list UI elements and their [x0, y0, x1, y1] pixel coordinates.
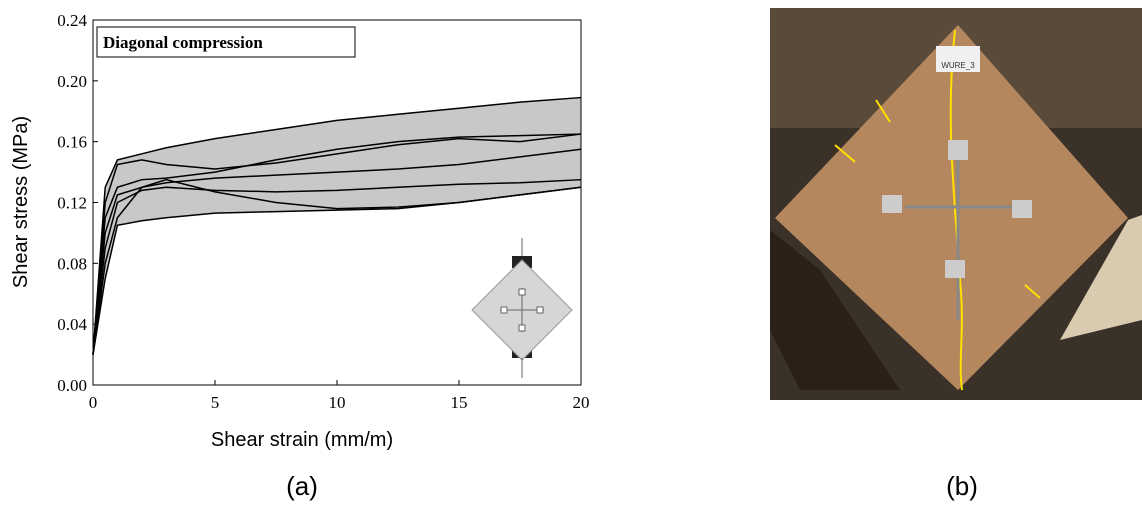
- photo: WURE_3: [770, 8, 1142, 400]
- gauge: [518, 324, 526, 332]
- line: [92, 96, 582, 355]
- x-tick-label: 20: [573, 393, 590, 412]
- chart-title: Diagonal compression: [103, 33, 263, 52]
- frame: [770, 230, 900, 390]
- y-tick-label: 0.04: [57, 315, 87, 334]
- photo-label: WURE_3: [941, 61, 975, 70]
- crack: [834, 99, 1041, 299]
- instrument: [905, 140, 1025, 320]
- y-tick-label: 0.24: [57, 11, 87, 30]
- line: [92, 186, 582, 355]
- x-tick-label: 15: [451, 393, 468, 412]
- x-tick-label: 0: [89, 393, 98, 412]
- envelope: [93, 97, 581, 355]
- caption: (a): [286, 471, 318, 501]
- y-tick-label: 0.20: [57, 72, 87, 91]
- y-tick-label: 0.12: [57, 194, 87, 213]
- line: [92, 148, 582, 355]
- gauge: [518, 288, 526, 296]
- x-axis-label: Shear strain (mm/m): [211, 429, 393, 451]
- x-tick-label: 5: [211, 393, 220, 412]
- y-tick-label: 0.00: [57, 376, 87, 395]
- label-card: [936, 46, 980, 72]
- arrows: [500, 238, 544, 378]
- y-tick-label: 0.16: [57, 133, 87, 152]
- sensor: [945, 260, 965, 278]
- y-axis-label: Shear stress (MPa): [10, 116, 32, 288]
- sensor: [948, 140, 968, 160]
- frame-light: [1060, 215, 1142, 340]
- y-tick-label: 0.08: [57, 254, 87, 273]
- gauge: [536, 306, 544, 314]
- gauge: [500, 306, 508, 314]
- title-box: [96, 26, 356, 58]
- x-tick-label: 10: [329, 393, 346, 412]
- specimen-icon: [471, 238, 573, 378]
- line: [92, 178, 582, 355]
- sensor: [1012, 200, 1032, 218]
- sensor: [882, 195, 902, 213]
- line: [92, 133, 582, 355]
- caption: (b): [946, 471, 978, 501]
